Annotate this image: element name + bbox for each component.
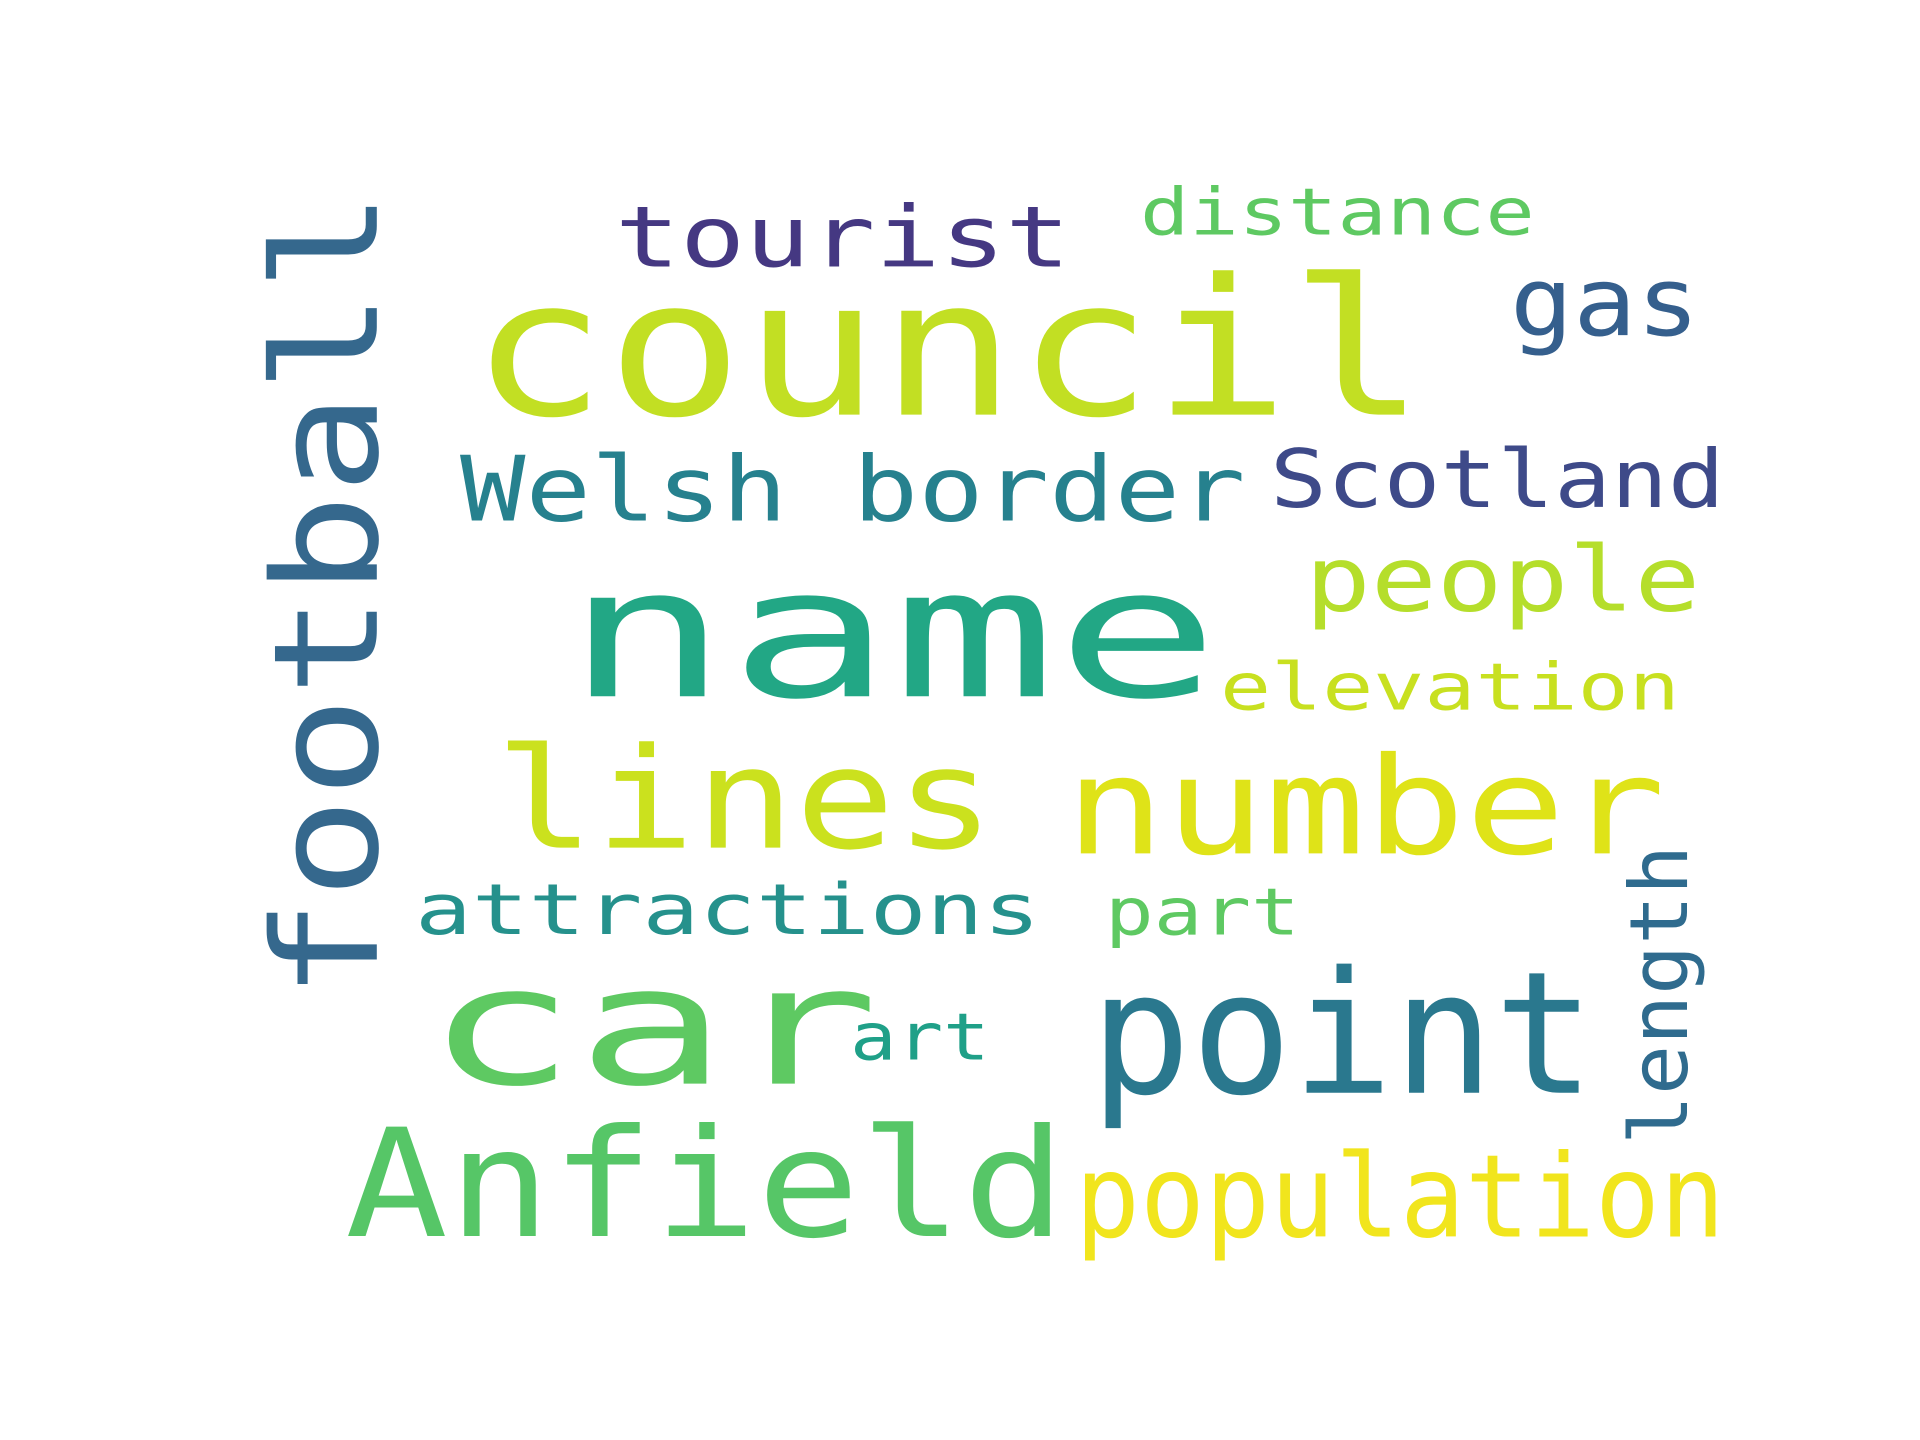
word-population: population [1075, 1129, 1726, 1265]
word-gas: gas [1510, 246, 1700, 358]
word-part: part [1105, 874, 1300, 951]
word-point: point [1090, 934, 1596, 1134]
word-tourist: tourist [615, 187, 1071, 287]
word-car: car [425, 930, 880, 1124]
word-distance: distance [1140, 174, 1535, 251]
word-people: people [1305, 526, 1701, 633]
word-attractions: attractions [415, 868, 1041, 951]
word-lines: lines [495, 717, 996, 882]
word-elevation: elevation [1220, 649, 1680, 726]
word-anfield: Anfield [345, 1096, 1066, 1272]
word-number: number [1065, 727, 1666, 886]
word-scotland: Scotland [1270, 432, 1725, 527]
word-welsh-border: Welsh border [460, 436, 1246, 543]
word-football: football [241, 190, 412, 1000]
word-council: council [470, 237, 1426, 461]
word-length: length [1612, 844, 1707, 1145]
word-art: art [850, 999, 990, 1076]
word-name: name [565, 528, 1220, 740]
